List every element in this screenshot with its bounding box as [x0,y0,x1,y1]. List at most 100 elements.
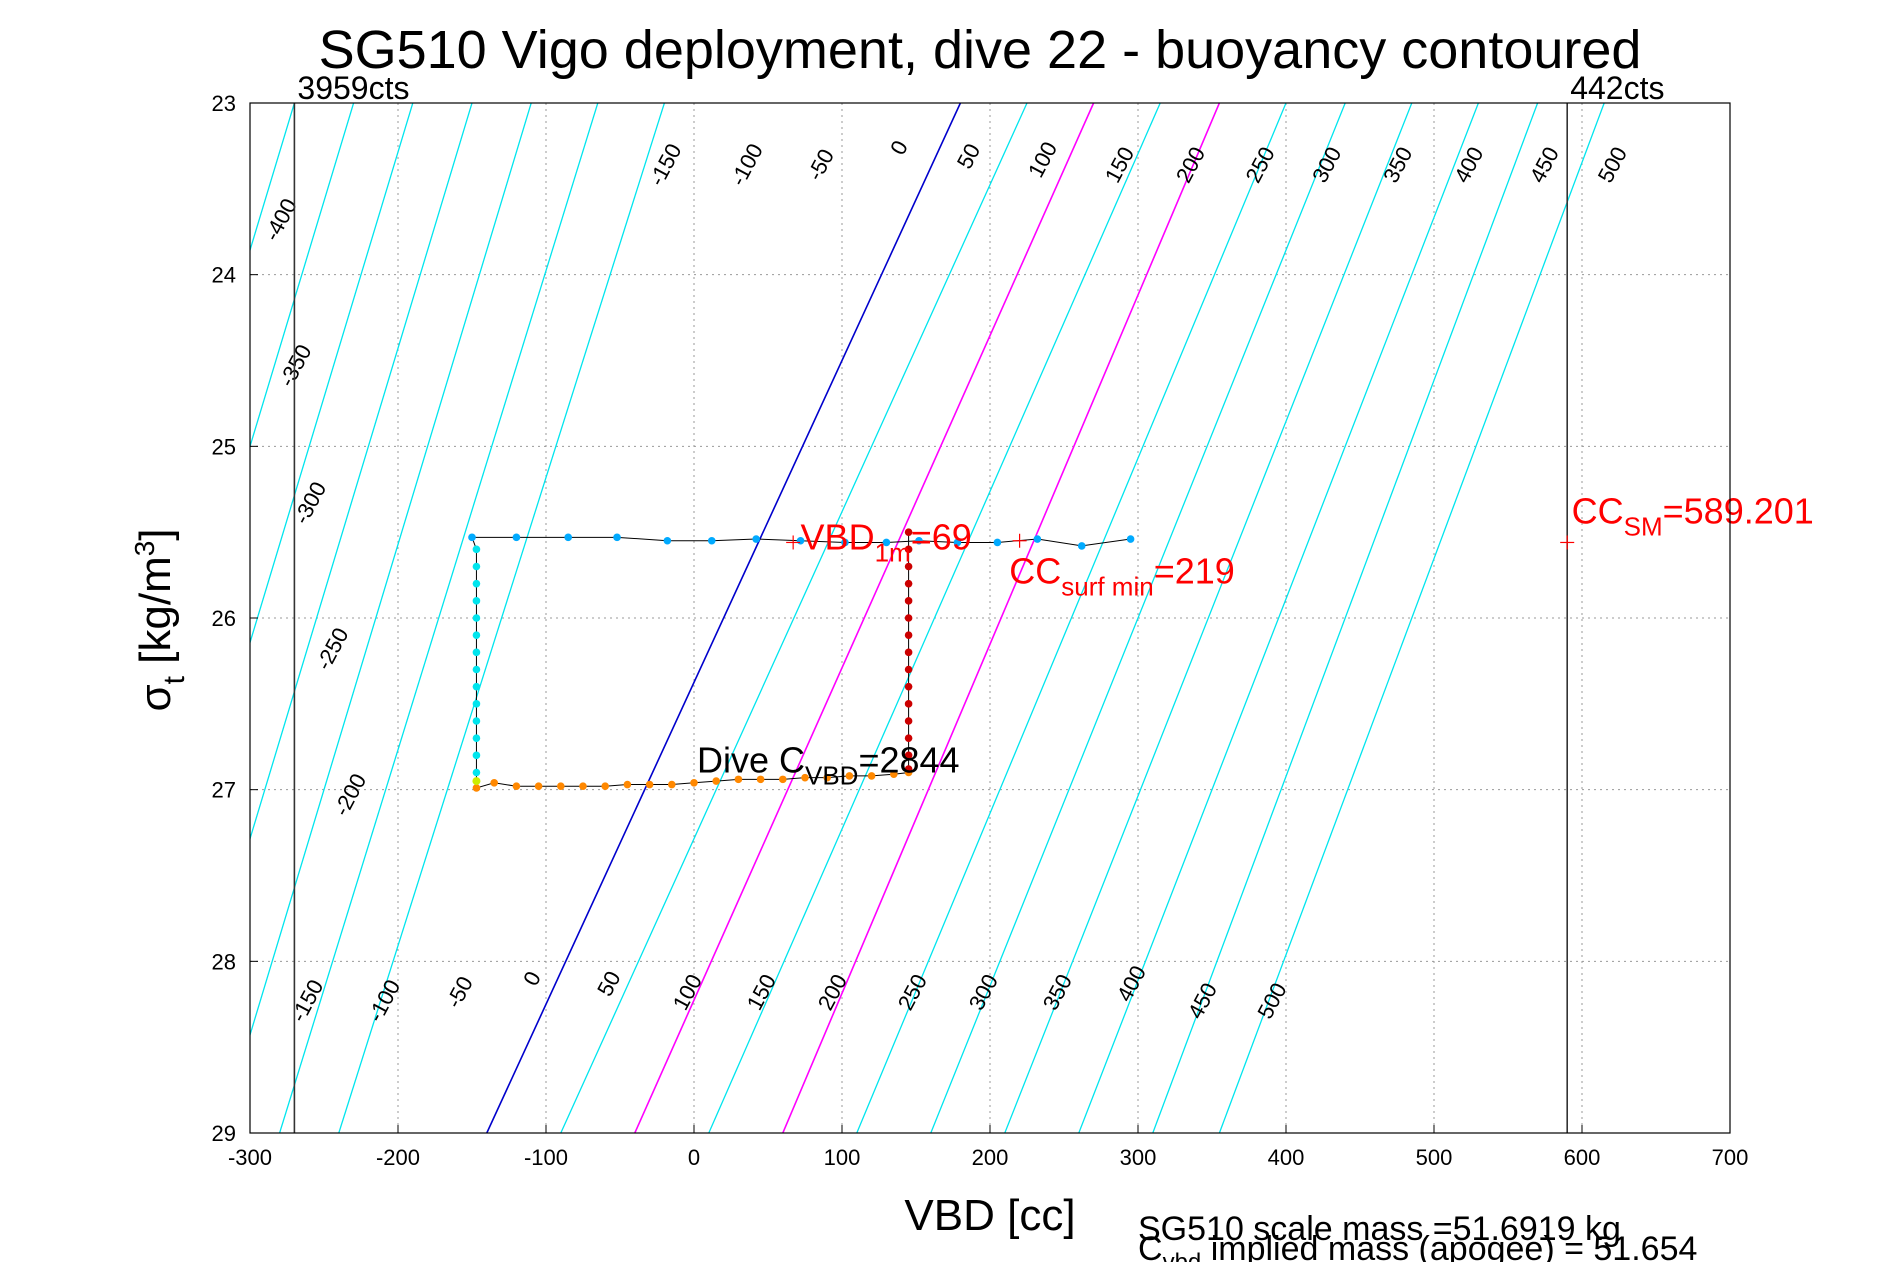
profile-point-top [993,538,1002,547]
profile-point-bottom [645,780,654,789]
profile-point-right [904,700,913,708]
profile-point-bottom [779,775,787,784]
contour-line-150 [708,103,1161,1133]
y-tick-label: 25 [212,434,236,459]
footer-implied-mass: Cvbd implied mass (apogee) = 51.654 [1138,1230,1697,1262]
profile-point-top [1077,542,1086,550]
profile-point-right [904,597,913,605]
footer-c-sub: vbd [1163,1249,1202,1262]
contour-line-200 [782,103,1221,1133]
contour-line-350 [1004,103,1413,1133]
y-label-sub: t [158,675,191,684]
profile-point-top [841,538,849,547]
annotation-sub: SM [1624,512,1663,542]
profile-point-right [904,528,913,536]
footer-c: C [1138,1230,1163,1262]
contour-line--300 [250,103,355,449]
grid-lines [250,103,1730,1133]
profile-point-bottom [512,782,521,791]
annotation-cc-surf-min: CCsurf min=219 [1009,551,1235,602]
annotation-sub: VBD [805,761,858,791]
y-label-unit: [kg/m [131,556,180,676]
profile-point-top [953,538,962,547]
count-label: 3959cts [297,70,409,106]
contour-line-250 [856,103,1287,1133]
profile-point-top [707,536,716,545]
profile-point-right [904,579,913,588]
profile-point-left [472,768,481,777]
y-label-unit-sup: 3 [129,541,160,557]
x-tick-label: -100 [524,1145,568,1170]
y-axis-ticks: 23 24 25 26 27 28 29 [212,91,258,1146]
profile-point-right [904,665,913,674]
profile-point-bottom [601,782,609,791]
buoyancy-contours [250,103,1605,1133]
y-tick-label: 26 [212,606,236,631]
profile-point-top [663,536,672,545]
contour-line-0 [486,103,962,1133]
profile-point-left [472,648,481,657]
contour-line--150 [250,103,532,1038]
profile-point-top [882,538,891,547]
profile-point-left [472,579,481,588]
contour-line-500 [1218,103,1605,1133]
x-axis-ticks: -300 -200 -100 0 100 200 300 400 500 600 700 [228,1125,1748,1170]
annotation-value: =589.201 [1663,491,1814,532]
profile-point-top [613,533,621,542]
profile-point-left [472,682,481,691]
x-tick-label: 200 [972,1145,1009,1170]
y-tick-label: 23 [212,91,236,116]
annotation-dive-cvbd: Dive CVBD=2844 [697,740,960,791]
contour-line-450 [1152,103,1539,1133]
profile-point-left [472,631,481,639]
profile-point-top [468,533,476,542]
profile-point-right [904,751,913,760]
profile-point-right [904,545,913,554]
profile-point-turn [472,777,481,786]
annotation-value: =69 [911,516,972,557]
profile-point-bottom [712,777,720,785]
profile-point-bottom [756,775,765,784]
y-label-unit-end: ] [131,528,180,540]
profile-point-right [904,614,913,622]
profile-point-top [915,536,923,545]
profile-point-bottom [690,779,698,787]
profile-point-left [472,751,481,760]
profile-point-bottom [668,780,676,789]
profile-point-bottom [890,770,898,779]
profile-point-bottom [867,772,876,780]
profile-point-right [904,631,913,639]
count-label: 442cts [1570,70,1664,106]
profile-point-top [752,535,760,543]
x-tick-label: 0 [688,1145,700,1170]
x-tick-label: 700 [1712,1145,1749,1170]
annotation-text: VBD [801,516,875,557]
profile-point-bottom [557,782,565,791]
contour-line-50 [560,103,1028,1133]
annotation-text: CC [1009,551,1061,592]
x-tick-label: 400 [1268,1145,1305,1170]
annotation-value: =219 [1154,551,1235,592]
x-axis-label: VBD [cc] [904,1191,1075,1240]
contour-line-100 [634,103,1095,1133]
contour-line-400 [1078,103,1480,1133]
dive-profile [468,528,1135,792]
footer-implied-text: implied mass (apogee) = 51.654 [1201,1230,1697,1262]
profile-point-right [904,562,913,571]
contour-line-300 [930,103,1346,1133]
profile-point-right [904,765,913,773]
profile-point-bottom [845,772,854,780]
profile-point-bottom [623,780,632,789]
annotation-text: CC [1572,491,1624,532]
profile-point-left [472,562,481,571]
annotation-value: =2844 [858,740,959,781]
profile-point-bottom [801,773,809,782]
y-tick-label: 24 [212,263,236,288]
profile-point-bottom [579,782,587,791]
profile-point-bottom [734,775,743,784]
y-tick-label: 29 [212,1121,236,1146]
profile-point-left [472,597,481,605]
x-tick-label: 300 [1120,1145,1157,1170]
profile-point-top [564,533,572,542]
